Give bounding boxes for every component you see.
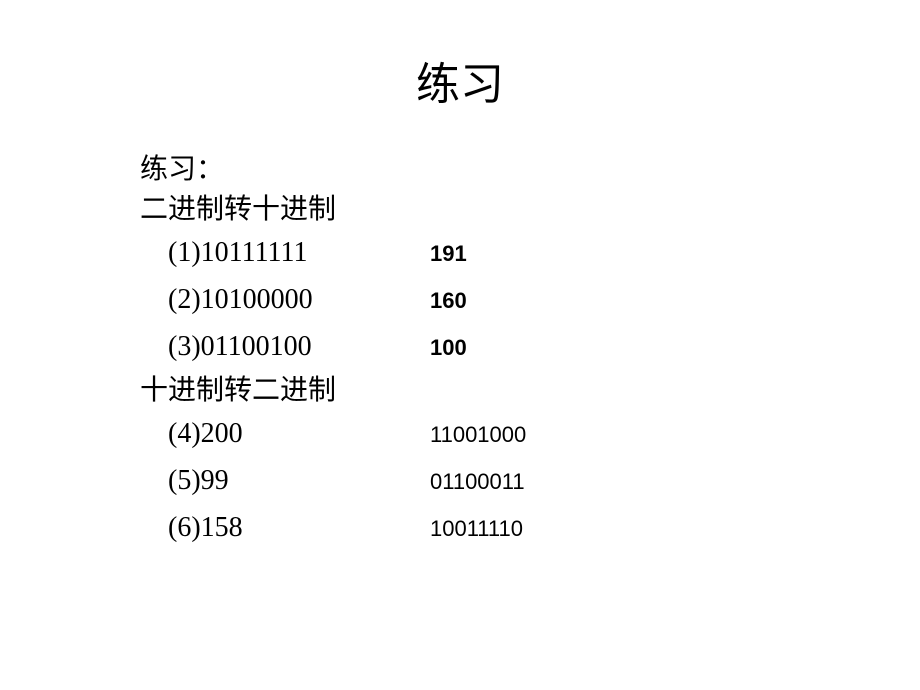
section2-label: 十进制转二进制 bbox=[140, 371, 526, 411]
exercise-row: (4)200 11001000 bbox=[140, 411, 526, 458]
question-text: (2)10100000 bbox=[140, 277, 430, 323]
heading-label: 练习： bbox=[140, 150, 526, 190]
question-text: (3)01100100 bbox=[140, 324, 430, 370]
answer-text: 100 bbox=[430, 325, 467, 371]
exercise-row: (1)10111111 191 bbox=[140, 230, 526, 277]
answer-text: 01100011 bbox=[430, 459, 525, 505]
question-text: (6)158 bbox=[140, 505, 430, 551]
answer-text: 10011110 bbox=[430, 506, 523, 552]
question-text: (5)99 bbox=[140, 458, 430, 504]
answer-text: 191 bbox=[430, 231, 467, 277]
exercise-row: (6)158 10011110 bbox=[140, 505, 526, 552]
answer-text: 160 bbox=[430, 278, 467, 324]
exercise-row: (2)10100000 160 bbox=[140, 277, 526, 324]
question-text: (4)200 bbox=[140, 411, 430, 457]
exercise-row: (5)99 01100011 bbox=[140, 458, 526, 505]
exercise-row: (3)01100100 100 bbox=[140, 324, 526, 371]
section1-label: 二进制转十进制 bbox=[140, 190, 526, 230]
page-title: 练习 bbox=[0, 0, 920, 112]
content-block: 练习： 二进制转十进制 (1)10111111 191 (2)10100000 … bbox=[140, 150, 526, 552]
answer-text: 11001000 bbox=[430, 412, 526, 458]
question-text: (1)10111111 bbox=[140, 230, 430, 276]
